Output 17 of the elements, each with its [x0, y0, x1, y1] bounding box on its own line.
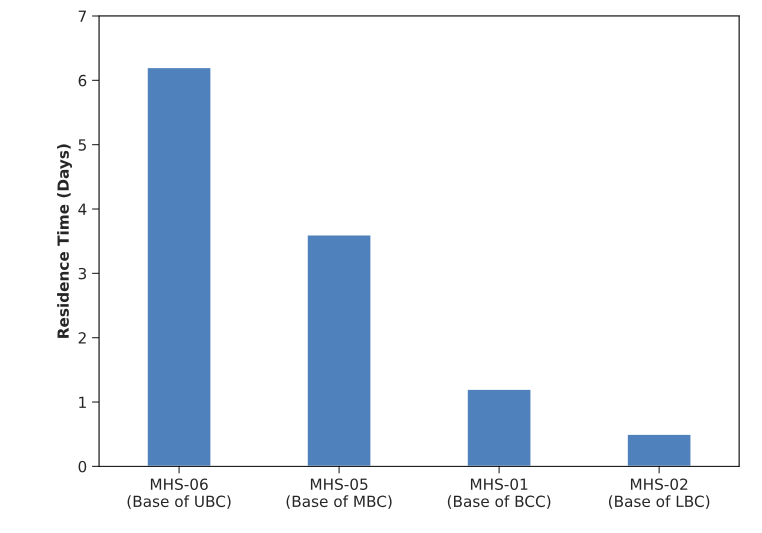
y-tick-label: 1 — [79, 396, 86, 408]
y-axis-title: Residence Time (Days) — [57, 144, 72, 338]
y-tick-label: 7 — [78, 10, 86, 22]
y-tick-label: 4 — [78, 204, 86, 215]
y-tick-label: 2 — [78, 332, 86, 344]
y-tick-label: 6 — [78, 74, 86, 86]
x-tick-label: MHS-02 (Base of LBC) — [608, 478, 710, 509]
y-tick-label: 3 — [78, 268, 86, 280]
bar — [626, 434, 692, 466]
x-tick-label: MHS-01 (Base of BCC) — [448, 478, 550, 509]
y-tick-label: 0 — [78, 460, 86, 472]
bar — [146, 66, 212, 466]
x-tick-label: MHS-06 (Base of UBC) — [128, 478, 231, 509]
bar — [466, 388, 532, 466]
bar — [306, 234, 372, 466]
x-tick-label: MHS-05 (Base of MBC) — [286, 478, 392, 509]
y-tick-label: 5 — [78, 139, 86, 151]
